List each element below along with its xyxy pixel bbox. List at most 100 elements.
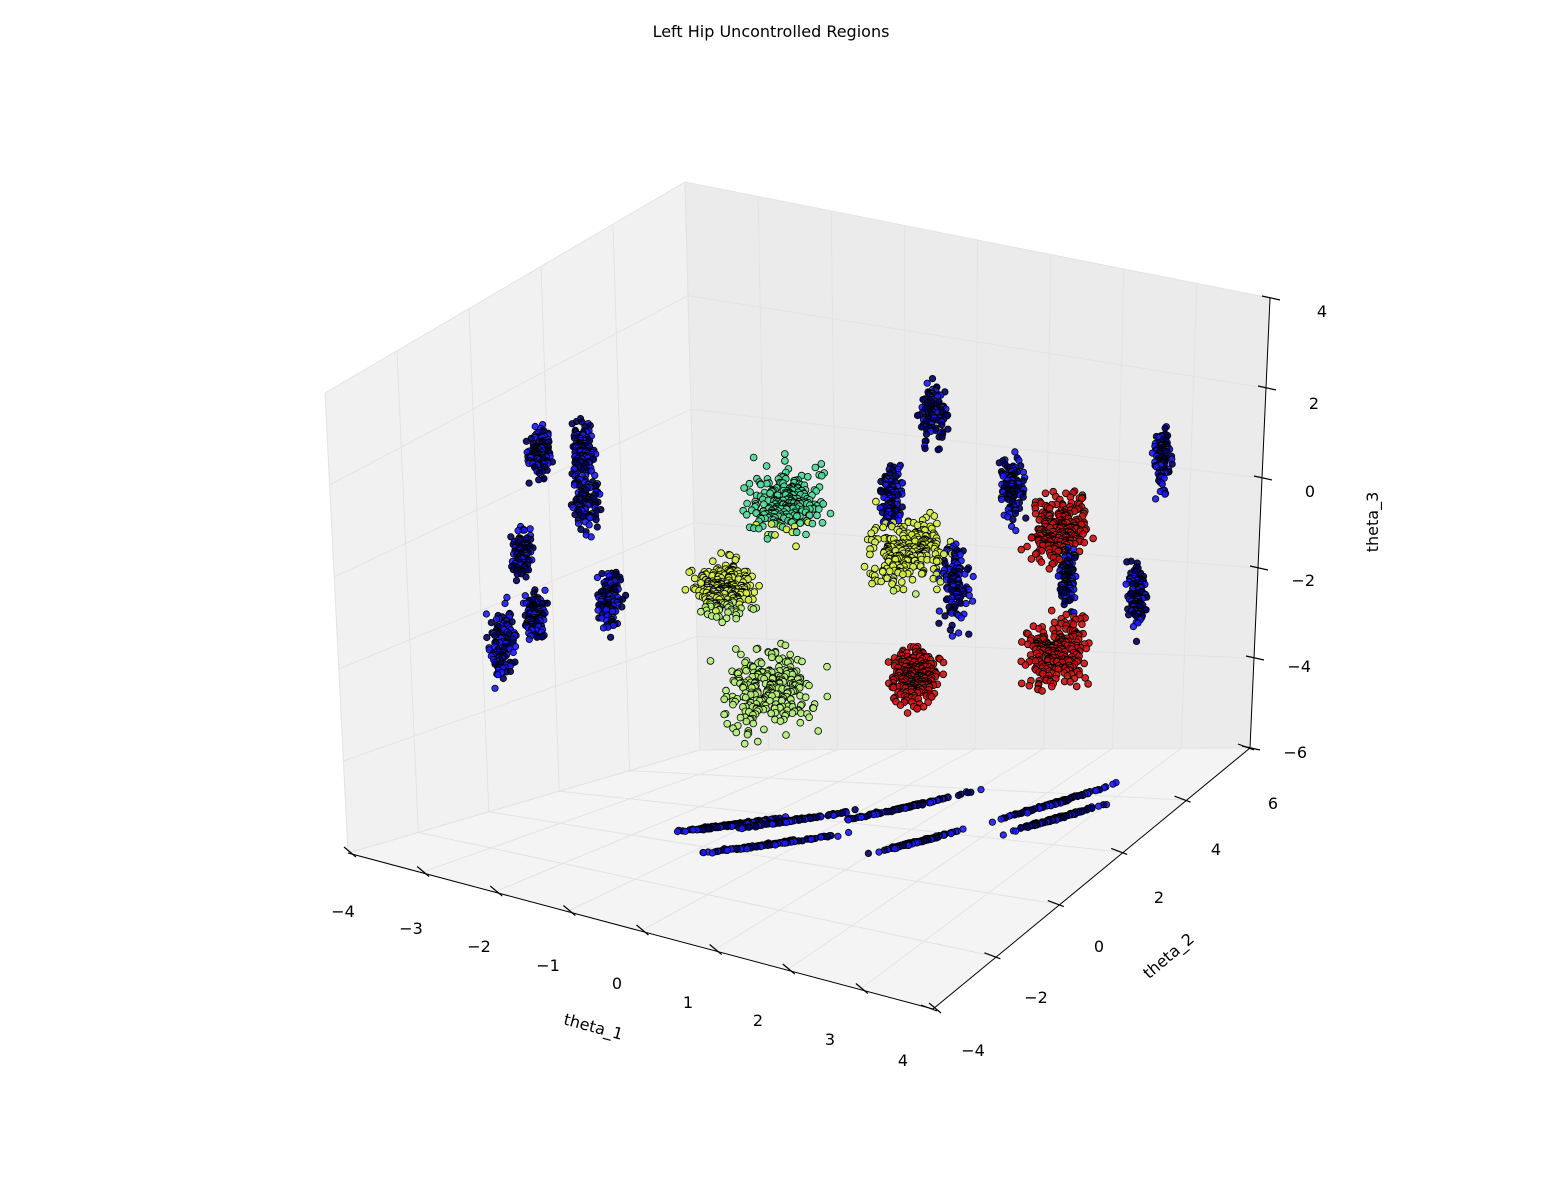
wall-projection-point: [898, 503, 906, 511]
green-cluster-point: [908, 575, 917, 584]
green-cluster-point: [793, 512, 801, 521]
green-cluster-point: [823, 692, 832, 701]
wall-projection-point: [507, 533, 515, 541]
floor-projection-point: [752, 823, 760, 831]
wall-projection-point: [526, 525, 534, 533]
wall-projection-point: [1012, 526, 1020, 535]
green-cluster-point: [796, 519, 804, 527]
wall-projection-point: [961, 570, 969, 578]
red-cluster-point: [1048, 682, 1056, 691]
floor-projection-point: [977, 785, 985, 794]
theta2-tick-label: 2: [1154, 888, 1164, 907]
wall-projection-point: [535, 469, 543, 477]
floor-projection-point: [1109, 780, 1117, 788]
theta1-tick-label: 2: [753, 1011, 763, 1030]
green-cluster-point: [878, 567, 887, 576]
floor-projection-point: [699, 826, 708, 834]
theta3-tick-mark: [1245, 655, 1265, 661]
wall-projection-point: [541, 586, 549, 594]
theta3-tick-mark: [1257, 385, 1277, 391]
wall-projection-point: [938, 433, 946, 441]
wall-projection-point: [1011, 509, 1020, 518]
red-cluster-point: [913, 704, 921, 713]
wall-projection-point: [520, 526, 528, 534]
scatter-points: [482, 374, 1176, 858]
wall-projection-point: [1152, 495, 1160, 503]
wall-projection-point: [587, 533, 595, 541]
green-cluster-point: [760, 725, 768, 734]
wall-projection-point: [954, 629, 963, 637]
theta1-axis-line: [347, 852, 934, 1010]
green-cluster-point: [801, 693, 810, 701]
green-cluster-point: [913, 521, 922, 530]
floor-projection-point: [689, 826, 697, 834]
green-cluster-point: [755, 581, 763, 590]
wall-projection-point: [585, 521, 593, 529]
green-cluster-point: [889, 586, 898, 595]
floor-projection-point: [723, 823, 732, 831]
wall-projection-point: [948, 632, 957, 640]
green-cluster-point: [780, 450, 789, 458]
wall-projection-point: [574, 519, 583, 528]
theta3-tick-labels: −6 −4 −2 0 2 4: [1283, 302, 1327, 762]
red-cluster-point: [1084, 680, 1092, 688]
green-cluster-point: [754, 524, 763, 533]
theta1-axis-label: theta_1: [561, 1010, 625, 1045]
floor-projection-point: [781, 839, 789, 847]
floor-projection-point: [844, 816, 852, 824]
theta3-tick-mark: [1253, 475, 1273, 481]
wall-projection-point: [577, 465, 586, 473]
green-cluster-point: [936, 577, 945, 586]
green-cluster-point: [797, 709, 805, 717]
green-cluster-point: [767, 709, 775, 718]
wall-projection-point: [501, 599, 509, 608]
green-cluster-point: [757, 659, 766, 668]
green-cluster-point: [899, 570, 907, 579]
theta3-tick-label: 4: [1317, 302, 1327, 321]
theta2-tick-mark: [920, 1004, 938, 1012]
theta1-tick-label: −2: [467, 937, 491, 956]
floor-projection-point: [1012, 827, 1020, 835]
green-cluster-point: [742, 717, 751, 726]
wall-projection-point: [525, 635, 533, 644]
theta3-tick-label: 0: [1305, 482, 1315, 501]
floor-projection-point: [947, 829, 955, 838]
green-cluster-point: [729, 700, 737, 709]
wall-projection-point: [499, 674, 507, 683]
green-cluster-point: [879, 523, 887, 532]
wall-projection-point: [568, 420, 576, 428]
theta1-tick-mark: [855, 983, 869, 994]
green-cluster-point: [737, 650, 745, 659]
floor-projection-point: [926, 799, 934, 807]
wall-projection-point: [995, 459, 1003, 467]
theta3-tick-mark: [1261, 295, 1281, 301]
red-cluster-point: [1041, 489, 1050, 498]
red-cluster-point: [919, 702, 928, 711]
green-cluster-point: [796, 718, 805, 727]
grid-line-theta3: [347, 747, 1251, 854]
green-cluster-point: [933, 585, 941, 594]
green-cluster-point: [749, 605, 758, 613]
floor-projection-point: [768, 820, 777, 828]
green-cluster-point: [749, 453, 758, 462]
wall-projection-point: [491, 684, 499, 692]
red-cluster-point: [1078, 620, 1086, 628]
theta1-tick-mark: [489, 885, 503, 897]
green-cluster-point: [808, 519, 817, 528]
green-cluster-point: [933, 519, 941, 528]
red-cluster-point: [1037, 558, 1046, 566]
wall-projection-point: [928, 374, 937, 383]
wall-projection-point: [482, 610, 490, 618]
theta1-tick-mark: [416, 866, 430, 877]
floor-projection-point: [723, 846, 731, 855]
theta2-tick-label: 4: [1211, 840, 1221, 859]
wall-projection-point: [509, 648, 517, 657]
wall-projection-point: [491, 631, 499, 640]
green-cluster-point: [817, 471, 826, 480]
wall-projection-point: [913, 411, 922, 420]
green-cluster-point: [762, 462, 771, 470]
green-cluster-point: [788, 709, 797, 717]
wall-projection-point: [934, 446, 942, 454]
